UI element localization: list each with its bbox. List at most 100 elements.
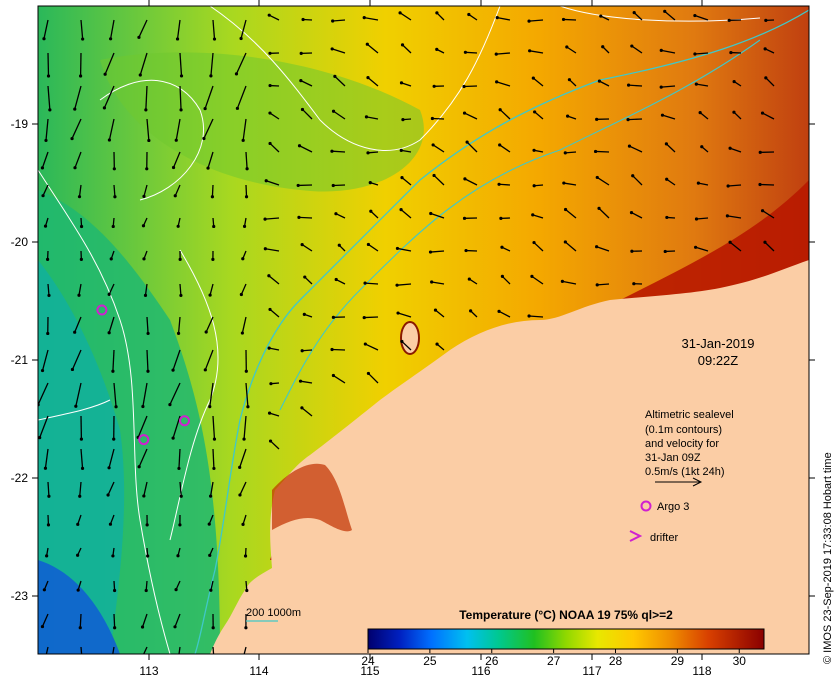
velocity-arrow: [397, 312, 412, 318]
velocity-arrow-head: [398, 11, 402, 15]
velocity-arrow-head: [298, 379, 303, 383]
velocity-arrow-head: [467, 12, 471, 17]
velocity-arrow: [47, 85, 51, 110]
velocity-arrow: [566, 46, 577, 54]
velocity-arrow-head: [238, 465, 242, 469]
velocity-arrow-head: [531, 213, 535, 217]
velocity-arrow: [696, 217, 709, 220]
velocity-arrow: [47, 52, 50, 76]
velocity-scale-arrowhead: [692, 477, 703, 487]
velocity-arrow: [243, 646, 247, 654]
velocity-arrow-head: [48, 108, 52, 112]
colorbar-gradient: [367, 628, 765, 650]
lat-tick-label: -21: [11, 353, 29, 367]
velocity-arrow-head: [401, 118, 405, 122]
velocity-arrow-head: [174, 588, 178, 592]
velocity-arrow: [108, 316, 115, 333]
velocity-arrow-head: [242, 437, 246, 441]
velocity-arrow: [563, 182, 577, 186]
velocity-arrow: [71, 349, 82, 370]
velocity-arrow-head: [595, 117, 599, 121]
sealevel-legend-line: 0.5m/s (1kt 24h): [645, 466, 724, 478]
velocity-arrow-head: [763, 47, 767, 51]
velocity-arrow-head: [78, 74, 83, 78]
velocity-arrow: [562, 280, 577, 285]
lon-axis: 113 114 115 116 117 118: [139, 0, 712, 678]
velocity-arrow: [302, 349, 313, 352]
velocity-arrow-head: [664, 142, 669, 146]
velocity-arrow-head: [73, 330, 77, 334]
velocity-arrow-head: [495, 80, 499, 84]
velocity-arrow-head: [331, 315, 335, 319]
velocity-arrow: [174, 613, 181, 628]
velocity-arrow-head: [396, 311, 400, 315]
velocity-arrow: [628, 118, 643, 121]
velocity-arrow: [172, 349, 181, 371]
velocity-arrow-head: [528, 49, 532, 53]
velocity-arrow-head: [209, 74, 213, 78]
velocity-arrow: [365, 282, 379, 285]
velocity-arrow-head: [241, 522, 245, 527]
velocity-arrow-head: [562, 181, 566, 185]
velocity-arrow-head: [693, 13, 697, 18]
colorbar-title: Temperature (°C) NOAA 19 75% ql>=2: [459, 608, 673, 622]
velocity-arrow: [47, 283, 50, 296]
velocity-arrow: [401, 149, 412, 153]
velocity-arrow-head: [729, 50, 733, 55]
velocity-arrow-head: [498, 143, 502, 147]
lat-tick-label: -20: [11, 235, 29, 249]
map-area: [38, 6, 809, 654]
velocity-arrow: [366, 43, 379, 54]
velocity-arrow-head: [532, 184, 536, 188]
velocity-arrow-head: [727, 18, 731, 22]
velocity-arrow: [430, 212, 445, 219]
velocity-arrow: [332, 19, 346, 22]
velocity-arrow-head: [137, 35, 141, 39]
velocity-arrow-head: [530, 274, 534, 278]
colorbar-tick-label: 25: [423, 654, 437, 668]
velocity-arrow: [75, 382, 82, 407]
velocity-arrow-head: [171, 368, 175, 372]
velocity-arrow-head: [665, 177, 669, 181]
velocity-arrow-head: [174, 138, 178, 142]
velocity-arrow-head: [363, 281, 367, 285]
velocity-arrow-head: [299, 79, 303, 83]
velocity-arrow-head: [732, 110, 736, 114]
velocity-arrow: [367, 151, 379, 154]
velocity-arrow-head: [696, 181, 700, 185]
velocity-arrow: [331, 150, 346, 153]
velocity-arrow-head: [138, 73, 142, 77]
velocity-arrow-head: [428, 250, 433, 254]
velocity-arrow-head: [567, 78, 572, 82]
velocity-arrow: [175, 118, 181, 141]
velocity-arrow-head: [178, 257, 182, 261]
velocity-arrow-head: [433, 308, 438, 312]
velocity-arrow: [565, 209, 577, 219]
velocity-arrow-head: [140, 625, 145, 629]
velocity-arrow-head: [175, 37, 180, 41]
velocity-arrow: [269, 308, 280, 318]
velocity-arrow-head: [362, 16, 366, 20]
velocity-arrow: [529, 19, 544, 22]
velocity-arrow: [269, 142, 280, 153]
peninsula-warm: [272, 463, 352, 532]
velocity-arrow-head: [366, 371, 371, 376]
velocity-arrow-head: [209, 588, 213, 592]
velocity-arrow: [41, 613, 49, 627]
velocity-arrow: [661, 85, 676, 88]
velocity-arrow-head: [435, 47, 439, 51]
velocity-arrow-head: [533, 110, 537, 114]
velocity-arrow-head: [728, 146, 732, 150]
velocity-arrow: [241, 316, 247, 334]
velocity-arrow-head: [267, 346, 271, 350]
velocity-arrow: [145, 85, 148, 110]
drifter-legend-label: drifter: [650, 532, 678, 544]
velocity-arrow: [80, 19, 84, 40]
velocity-arrow-head: [244, 626, 248, 630]
velocity-arrow-head: [362, 315, 366, 320]
velocity-arrow: [77, 514, 82, 525]
velocity-arrow-head: [112, 437, 116, 441]
velocity-arrow-head: [364, 115, 369, 119]
velocity-arrow-head: [368, 180, 372, 185]
velocity-arrow: [464, 85, 478, 88]
